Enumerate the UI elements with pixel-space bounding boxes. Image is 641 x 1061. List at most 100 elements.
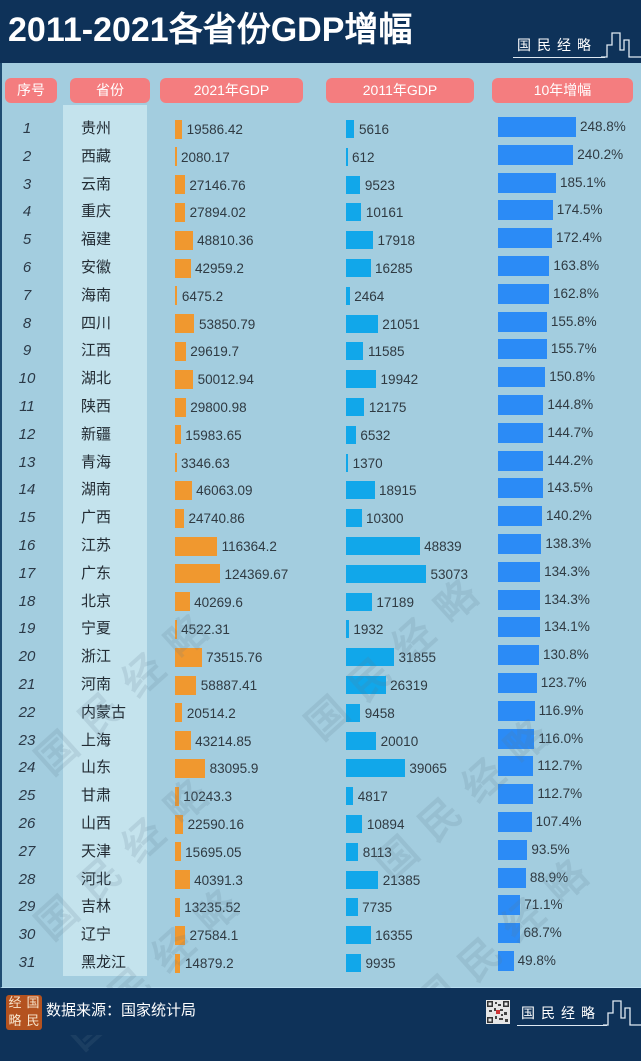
gdp-2011-bar [346,926,371,945]
growth-value: 248.8% [580,119,626,134]
gdp-2021-value: 27584.1 [189,928,239,944]
gdp-2021-bar [175,369,194,389]
gdp-2021-value: 27146.76 [189,177,246,193]
gdp-2021-value: 73515.76 [206,650,263,666]
growth-bar [498,895,521,916]
gdp-2011-value: 18915 [379,483,417,499]
gdp-2011-value: 17918 [377,233,416,249]
growth-value: 68.7% [523,925,562,941]
growth-value: 144.8% [547,397,594,412]
table-row: 14 湖南 46063.09 18915 143.5% [0,476,641,504]
gdp-2021-bar [175,258,191,278]
gdp-2011-bar [346,815,363,833]
gdp-2011-bar [346,703,361,722]
table-row: 19 宁夏 4522.31 1932 134.1% [0,615,641,643]
gdp-2021-value: 15983.65 [185,427,242,443]
table-row: 11 陕西 29800.98 12175 144.8% [0,393,641,421]
column-header-province: 省份 [70,78,150,103]
gdp-2011-bar [346,286,350,305]
seal-char: 经 [8,996,22,1011]
growth-bar [498,756,534,777]
gdp-2011-bar [346,175,361,194]
gdp-2021-value: 116364.2 [221,539,277,554]
gdp-2021-bar [175,397,186,417]
gdp-2021-bar [175,536,218,556]
growth-bar [498,506,542,527]
growth-bar [498,673,537,693]
growth-bar [498,534,542,554]
rank-cell: 26 [18,815,36,832]
province-column-background [63,105,147,976]
growth-bar [498,617,541,638]
gdp-2021-bar [175,731,191,751]
table-row: 1 贵州 19586.42 5616 248.8% [0,115,641,143]
gdp-2021-value: 58887.41 [200,678,258,693]
gdp-2021-value: 15695.05 [185,844,242,860]
gdp-2011-bar [346,231,373,250]
growth-value: 134.1% [544,619,590,635]
gdp-2021-value: 14879.2 [184,956,234,971]
rank-cell: 11 [19,398,35,415]
gdp-2011-value: 17189 [376,594,414,610]
province-cell: 北京 [81,592,112,610]
table-row: 24 山东 83095.9 39065 112.7% [0,754,641,782]
growth-value: 155.8% [550,313,597,329]
gdp-2021-bar [175,814,184,834]
gdp-2021-bar [175,147,177,167]
province-cell: 上海 [81,731,112,749]
growth-value: 240.2% [577,146,624,162]
skyline-icon [603,1000,641,1026]
growth-bar [498,478,543,499]
growth-value: 88.9% [529,869,569,885]
table-row: 15 广西 24740.86 10300 140.2% [0,504,641,532]
gdp-2011-value: 53073 [430,566,469,582]
rank-cell: 29 [18,898,36,916]
column-header-gdp-2011: 2011年GDP [326,78,474,103]
gdp-2011-value: 21051 [382,316,420,332]
province-cell: 西藏 [81,147,112,165]
growth-bar [498,450,544,471]
rank-cell: 9 [22,342,32,360]
province-cell: 云南 [81,175,112,193]
gdp-2011-value: 31855 [398,650,437,666]
table-row: 2 西藏 2080.17 612 240.2% [0,143,641,171]
gdp-2021-bar [175,647,202,667]
gdp-2021-bar [175,119,183,139]
gdp-2021-bar [175,175,185,195]
gdp-2011-bar [346,425,356,444]
table-row: 25 甘肃 10243.3 4817 112.7% [0,782,641,810]
gdp-2011-value: 48839 [424,539,462,554]
table-row: 5 福建 48810.36 17918 172.4% [0,226,641,254]
gdp-2011-value: 612 [352,149,375,165]
gdp-2011-bar [346,731,377,750]
rank-cell: 28 [18,870,36,888]
gdp-2011-bar [346,648,395,667]
gdp-2021-bar [175,925,185,945]
gdp-2021-value: 29619.7 [190,344,240,360]
rank-cell: 15 [18,509,36,527]
province-cell: 河北 [81,870,112,888]
table-row: 21 河南 58887.41 26319 123.7% [0,671,641,699]
growth-bar [498,645,539,666]
rank-cell: 22 [18,703,36,721]
growth-value: 162.8% [553,285,599,301]
growth-bar [498,951,514,971]
rank-cell: 20 [18,648,36,666]
table-row: 12 新疆 15983.65 6532 144.7% [0,421,641,449]
growth-bar [498,589,541,610]
province-cell: 江西 [81,342,112,360]
skyline-icon [601,32,641,58]
gdp-2011-bar [346,453,349,472]
table-row: 9 江西 29619.7 11585 155.7% [0,337,641,365]
rank-cell: 13 [18,453,36,471]
rank-cell: 23 [18,731,36,749]
growth-bar [498,144,574,165]
growth-bar [498,311,547,332]
province-cell: 福建 [81,231,112,249]
gdp-2021-bar [175,564,220,584]
growth-bar [498,728,535,749]
rank-cell: 12 [18,425,36,443]
table-row: 10 湖北 50012.94 19942 150.8% [0,365,641,393]
gdp-2021-value: 50012.94 [197,372,254,388]
gdp-2011-value: 7735 [362,900,393,916]
